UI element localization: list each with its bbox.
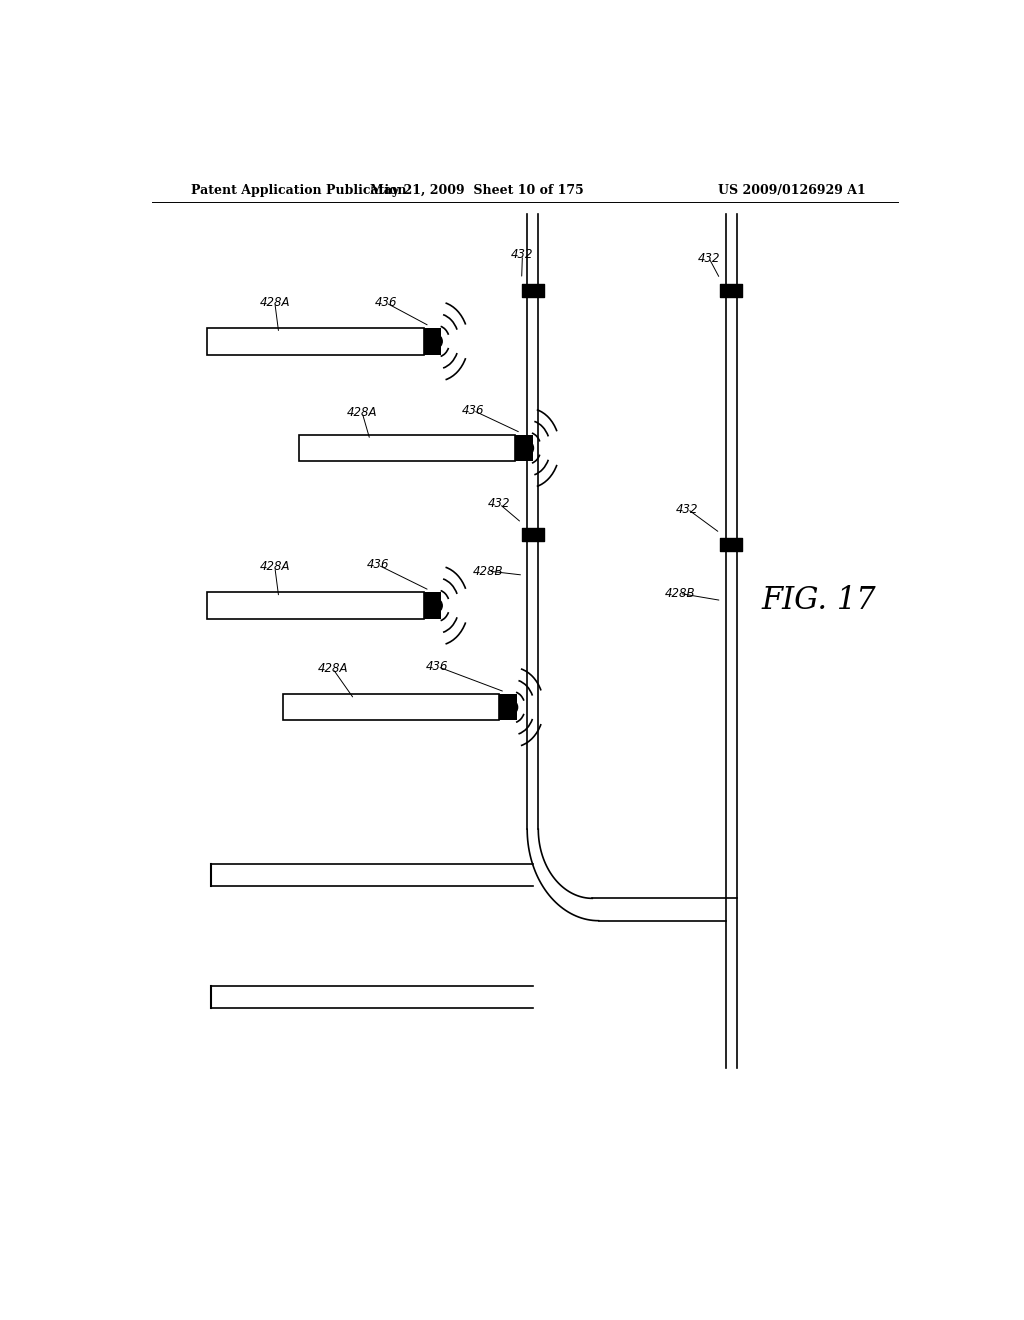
Text: 428B: 428B (473, 565, 504, 578)
Text: 432: 432 (488, 498, 511, 511)
Bar (283, 694, 500, 721)
Bar (207, 593, 424, 619)
Bar (515, 434, 532, 461)
Circle shape (508, 701, 517, 713)
Text: 436: 436 (462, 404, 484, 417)
Text: 428B: 428B (665, 587, 695, 599)
Bar (424, 593, 441, 619)
Text: 432: 432 (697, 252, 720, 264)
Text: 428A: 428A (347, 407, 378, 418)
Text: 428A: 428A (259, 296, 290, 309)
Text: 428A: 428A (259, 561, 290, 573)
Text: US 2009/0126929 A1: US 2009/0126929 A1 (718, 185, 866, 198)
Circle shape (433, 335, 442, 347)
Text: 432: 432 (676, 503, 698, 516)
Text: 436: 436 (367, 558, 389, 572)
Text: 432: 432 (511, 248, 534, 261)
Bar (424, 329, 441, 355)
Bar (207, 329, 424, 355)
Bar (500, 694, 517, 721)
Text: 436: 436 (426, 660, 449, 673)
Bar (299, 434, 515, 461)
Circle shape (524, 442, 534, 454)
Text: 428A: 428A (317, 663, 348, 675)
Text: Patent Application Publication: Patent Application Publication (191, 185, 407, 198)
Circle shape (433, 599, 442, 611)
Text: 436: 436 (375, 296, 397, 309)
Text: May 21, 2009  Sheet 10 of 175: May 21, 2009 Sheet 10 of 175 (371, 185, 584, 198)
Text: FIG. 17: FIG. 17 (761, 585, 876, 616)
